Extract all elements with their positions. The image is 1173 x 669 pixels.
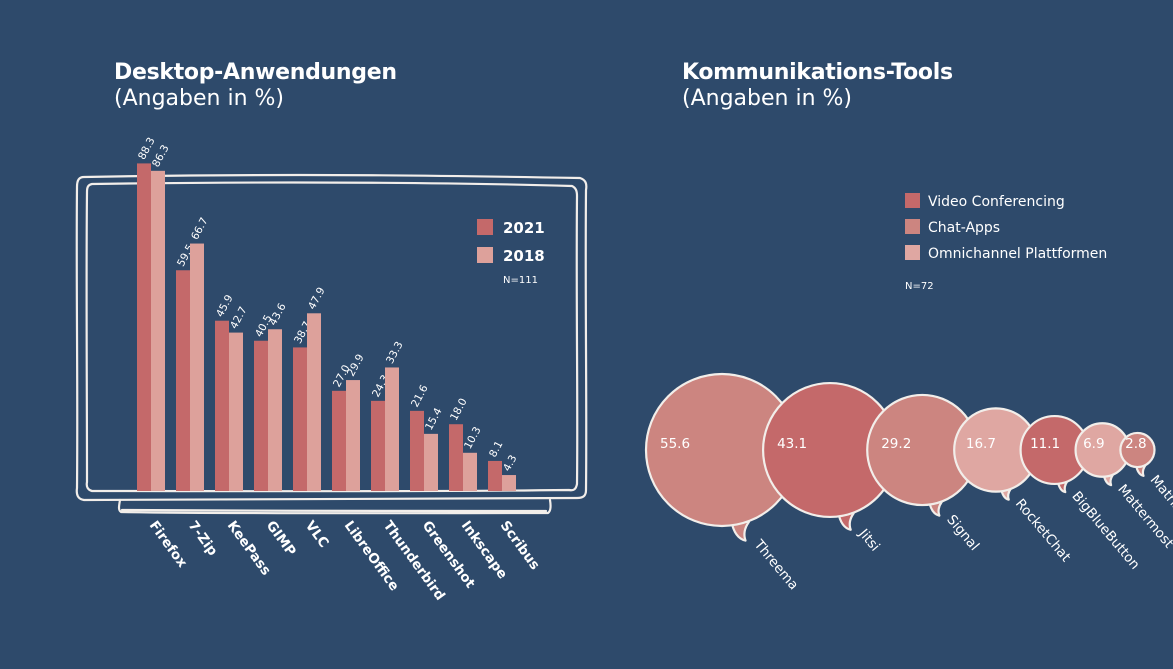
bar-greenshot-2018: [424, 433, 438, 491]
legend-label-video-conferencing: Video Conferencing: [928, 194, 1065, 210]
legend-desktop: 2021 2018 N=111: [477, 219, 545, 286]
chart-subtitle-desktop: (Angaben in %): [114, 86, 284, 111]
category-label-vlc: VLC: [302, 518, 332, 551]
legend-swatch-2021: [477, 219, 493, 235]
data-label-greenshot-2018: 15.4: [423, 406, 445, 433]
bubble-value-matrix: 2.8: [1125, 436, 1146, 452]
category-label-7-zip: 7-Zip: [185, 518, 221, 559]
legend-swatch-2018: [477, 247, 493, 263]
bar-vlc-2021: [293, 347, 307, 491]
bubble-value-bigbluebutton: 11.1: [1030, 436, 1060, 452]
bubble-value-threema: 55.6: [660, 436, 690, 452]
chart-title-communication: Kommunikations-Tools: [682, 60, 953, 85]
bubble-value-jitsi: 43.1: [777, 436, 807, 452]
bar-series-layer: 88.386.3Firefox59.566.77-Zip45.942.7KeeP…: [136, 136, 543, 604]
data-label-gimp-2018: 43.6: [267, 301, 289, 328]
data-label-vlc-2018: 47.9: [306, 285, 328, 311]
monitor-frame: [75, 173, 588, 515]
bar-7-zip-2021: [176, 270, 190, 491]
legend-label-2018: 2018: [503, 247, 545, 265]
category-label-firefox: Firefox: [146, 518, 191, 571]
data-label-keepass-2018: 42.7: [228, 305, 250, 331]
bar-thunderbird-2021: [371, 400, 385, 491]
data-label-inkscape-2021: 18.0: [448, 396, 470, 422]
bubble-series-layer: 55.6 Threema 43.1 Jitsi 29.2 Signal 16.7 Rocket…: [644, 372, 1173, 593]
bar-inkscape-2021: [449, 424, 463, 491]
bar-scribus-2018: [502, 475, 516, 491]
bubble-tail: [730, 519, 750, 542]
data-label-scribus-2021: 8.1: [487, 439, 505, 459]
bubble-label-threema: Threema: [750, 536, 802, 593]
bar-libreoffice-2018: [346, 380, 360, 491]
bubble-label-matrix: Matrix: [1147, 472, 1173, 515]
bar-vlc-2018: [307, 313, 321, 491]
bar-keepass-2018: [229, 332, 243, 491]
bar-keepass-2021: [215, 320, 229, 491]
bar-7-zip-2018: [190, 243, 204, 491]
data-label-thunderbird-2018: 33.3: [384, 340, 406, 366]
bubble-value-signal: 29.2: [881, 436, 911, 452]
data-label-inkscape-2018: 10.3: [462, 425, 484, 451]
bar-thunderbird-2018: [385, 367, 399, 491]
chart-subtitle-communication: (Angaben in %): [682, 86, 852, 111]
legend-swatch-chat-apps: [905, 219, 920, 234]
bubble-label-signal: Signal: [943, 512, 982, 554]
legend-label-omnichannel: Omnichannel Plattformen: [928, 246, 1107, 262]
legend-label-chat-apps: Chat-Apps: [928, 220, 1000, 236]
category-label-gimp: GIMP: [263, 518, 299, 559]
bar-gimp-2021: [254, 340, 268, 491]
legend-communication: Video Conferencing Chat-Apps Omnichannel…: [905, 193, 1107, 292]
chart-title-desktop: Desktop-Anwendungen: [114, 60, 397, 85]
bubble-value-mattermost: 6.9: [1083, 436, 1104, 452]
bar-libreoffice-2021: [332, 390, 346, 491]
bar-greenshot-2021: [410, 410, 424, 491]
bubble-label-jitsi: Jitsi: [855, 525, 883, 554]
bar-firefox-2018: [151, 170, 165, 491]
data-label-greenshot-2021: 21.6: [409, 383, 431, 410]
legend-swatch-omnichannel: [905, 245, 920, 260]
bubble-label-rocketchat: RocketChat: [1012, 496, 1074, 565]
data-label-7-zip-2018: 66.7: [189, 216, 211, 242]
bubble-circle-matrix: [1119, 431, 1156, 469]
data-label-libreoffice-2018: 29.9: [345, 352, 367, 378]
sample-size-note: N=111: [503, 275, 538, 286]
bar-gimp-2018: [268, 329, 282, 491]
bar-scribus-2021: [488, 460, 502, 491]
legend-swatch-video-conferencing: [905, 193, 920, 208]
sample-size-note: N=72: [905, 281, 934, 292]
bar-inkscape-2018: [463, 452, 477, 491]
bar-firefox-2021: [137, 163, 151, 492]
legend-label-2021: 2021: [503, 219, 545, 237]
data-label-scribus-2018: 4.3: [501, 453, 519, 473]
bubble-value-rocketchat: 16.7: [966, 436, 996, 452]
